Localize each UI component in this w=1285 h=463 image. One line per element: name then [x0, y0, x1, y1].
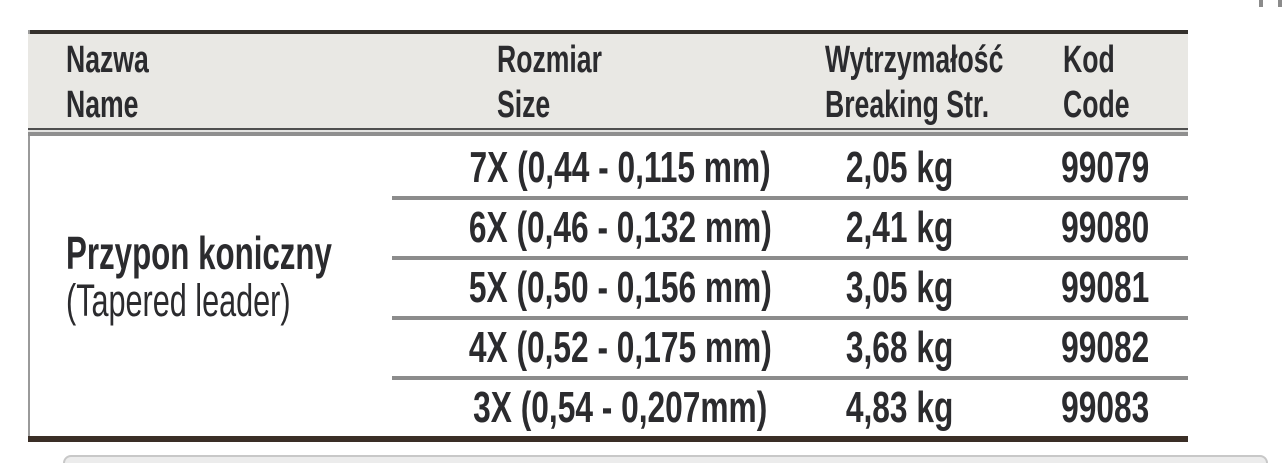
code-value: 99081: [1060, 263, 1150, 312]
table-row: 4X (0,52 - 0,175 mm) 3,68 kg 99082: [28, 320, 1188, 376]
next-section-bar: [63, 455, 1268, 463]
size-value: 4X (0,52 - 0,175 mm): [468, 323, 772, 372]
header-rule-gray: [28, 132, 1188, 136]
product-name-cell: Przypon koniczny (Tapered leader): [28, 140, 392, 436]
code-cell: 99079: [1005, 140, 1205, 196]
table-left-edge-line: [28, 30, 30, 442]
breaking-strength-value: 2,05 kg: [846, 143, 954, 192]
size-cell: 5X (0,50 - 0,156 mm): [392, 260, 848, 316]
table-header: Nazwa Name Rozmiar Size Wytrzymałość Bre…: [28, 34, 1188, 128]
code-cell: 99082: [1005, 320, 1205, 376]
table-body: Przypon koniczny (Tapered leader) 7X (0,…: [28, 140, 1188, 436]
product-spec-table: Nazwa Name Rozmiar Size Wytrzymałość Bre…: [28, 30, 1188, 442]
column-header-name-pl: Nazwa: [66, 39, 149, 81]
column-header-name-en: Name: [66, 84, 139, 126]
table-bottom-border: [28, 436, 1188, 442]
table-row: 5X (0,50 - 0,156 mm) 3,05 kg 99081: [28, 260, 1188, 316]
column-header-size: Rozmiar Size: [497, 38, 602, 128]
column-header-code-en: Code: [1063, 84, 1130, 126]
scan-artifact-tick: [1259, 0, 1263, 7]
product-name-en: (Tapered leader): [66, 275, 291, 326]
breaking-strength-cell: 2,41 kg: [800, 200, 1000, 256]
breaking-strength-value: 2,41 kg: [846, 203, 954, 252]
breaking-strength-cell: 4,83 kg: [800, 380, 1000, 436]
code-value: 99083: [1060, 383, 1150, 432]
size-cell: 6X (0,46 - 0,132 mm): [392, 200, 848, 256]
size-cell: 3X (0,54 - 0,207mm): [392, 380, 848, 436]
column-header-name: Nazwa Name: [66, 38, 149, 128]
size-value: 5X (0,50 - 0,156 mm): [468, 263, 772, 312]
table-row: 7X (0,44 - 0,115 mm) 2,05 kg 99079: [28, 140, 1188, 196]
breaking-strength-value: 4,83 kg: [846, 383, 954, 432]
column-header-size-en: Size: [497, 84, 551, 126]
header-rule-light: [28, 130, 1188, 132]
size-value: 3X (0,54 - 0,207mm): [472, 383, 768, 432]
code-cell: 99081: [1005, 260, 1205, 316]
row-separator: [392, 256, 1188, 260]
size-cell: 4X (0,52 - 0,175 mm): [392, 320, 848, 376]
code-value: 99082: [1060, 323, 1150, 372]
column-header-code: Kod Code: [1063, 38, 1130, 128]
column-header-code-pl: Kod: [1063, 39, 1115, 81]
breaking-strength-value: 3,68 kg: [846, 323, 954, 372]
row-separator: [392, 196, 1188, 200]
code-value: 99080: [1060, 203, 1150, 252]
size-value: 7X (0,44 - 0,115 mm): [469, 143, 771, 192]
column-header-breaking-strength-en: Breaking Str.: [825, 84, 990, 126]
scan-artifact-tick: [1278, 0, 1282, 7]
size-cell: 7X (0,44 - 0,115 mm): [392, 140, 848, 196]
code-value: 99079: [1060, 143, 1150, 192]
header-rule-dark: [28, 128, 1188, 130]
breaking-strength-cell: 3,05 kg: [800, 260, 1000, 316]
row-separator: [392, 376, 1188, 380]
table-top-border: [28, 30, 1188, 34]
row-separator: [392, 316, 1188, 320]
breaking-strength-cell: 2,05 kg: [800, 140, 1000, 196]
column-header-breaking-strength-pl: Wytrzymałość: [825, 39, 1004, 81]
breaking-strength-value: 3,05 kg: [846, 263, 954, 312]
breaking-strength-cell: 3,68 kg: [800, 320, 1000, 376]
product-name-pl: Przypon koniczny: [66, 227, 332, 279]
column-header-size-pl: Rozmiar: [497, 39, 602, 81]
table-row: 3X (0,54 - 0,207mm) 4,83 kg 99083: [28, 380, 1188, 436]
column-header-breaking-strength: Wytrzymałość Breaking Str.: [825, 38, 1003, 128]
code-cell: 99080: [1005, 200, 1205, 256]
code-cell: 99083: [1005, 380, 1205, 436]
size-value: 6X (0,46 - 0,132 mm): [468, 203, 772, 252]
table-row: 6X (0,46 - 0,132 mm) 2,41 kg 99080: [28, 200, 1188, 256]
